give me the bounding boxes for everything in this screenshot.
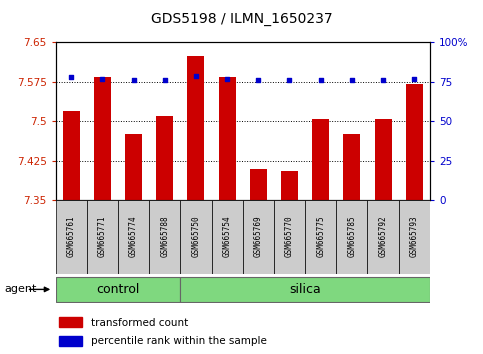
Text: GSM665793: GSM665793 [410,215,419,257]
Bar [156,116,173,200]
Point [99,76,106,81]
Text: agent: agent [5,284,37,295]
Text: GSM665788: GSM665788 [160,215,169,257]
FancyBboxPatch shape [274,200,305,274]
Bar [125,135,142,200]
Point [348,78,356,83]
Bar [59,317,82,327]
Bar [94,76,111,200]
Text: control: control [96,283,140,296]
Text: GSM665770: GSM665770 [285,215,294,257]
FancyBboxPatch shape [242,200,274,274]
Bar [312,119,329,200]
FancyBboxPatch shape [212,200,242,274]
FancyBboxPatch shape [368,200,398,274]
Text: GSM665775: GSM665775 [316,215,325,257]
FancyBboxPatch shape [180,277,430,302]
Point [223,76,231,81]
FancyBboxPatch shape [56,277,180,302]
Point [129,78,137,83]
Text: GSM665761: GSM665761 [67,215,76,257]
Point [317,78,325,83]
Text: transformed count: transformed count [91,318,188,328]
Text: GSM665792: GSM665792 [379,215,387,257]
Text: GSM665771: GSM665771 [98,215,107,257]
FancyBboxPatch shape [180,200,212,274]
Bar [187,56,204,200]
Text: silica: silica [289,283,321,296]
Bar [374,119,392,200]
Bar [59,336,82,346]
Text: GSM665769: GSM665769 [254,215,263,257]
FancyBboxPatch shape [118,200,149,274]
Text: GSM665754: GSM665754 [223,215,232,257]
Text: GDS5198 / ILMN_1650237: GDS5198 / ILMN_1650237 [151,12,332,27]
Point [285,78,293,83]
Bar [343,135,360,200]
Point [161,78,169,83]
Point [411,76,418,81]
Point [379,78,387,83]
FancyBboxPatch shape [305,200,336,274]
Bar [406,85,423,200]
Bar [63,111,80,200]
Point [255,78,262,83]
Bar [218,76,236,200]
Text: GSM665785: GSM665785 [347,215,356,257]
FancyBboxPatch shape [398,200,430,274]
Point [192,73,200,78]
Bar [250,169,267,200]
FancyBboxPatch shape [87,200,118,274]
Point [67,74,75,80]
Text: percentile rank within the sample: percentile rank within the sample [91,336,267,346]
Bar [281,171,298,200]
FancyBboxPatch shape [149,200,180,274]
FancyBboxPatch shape [56,200,87,274]
FancyBboxPatch shape [336,200,368,274]
Text: GSM665774: GSM665774 [129,215,138,257]
Text: GSM665750: GSM665750 [191,215,200,257]
